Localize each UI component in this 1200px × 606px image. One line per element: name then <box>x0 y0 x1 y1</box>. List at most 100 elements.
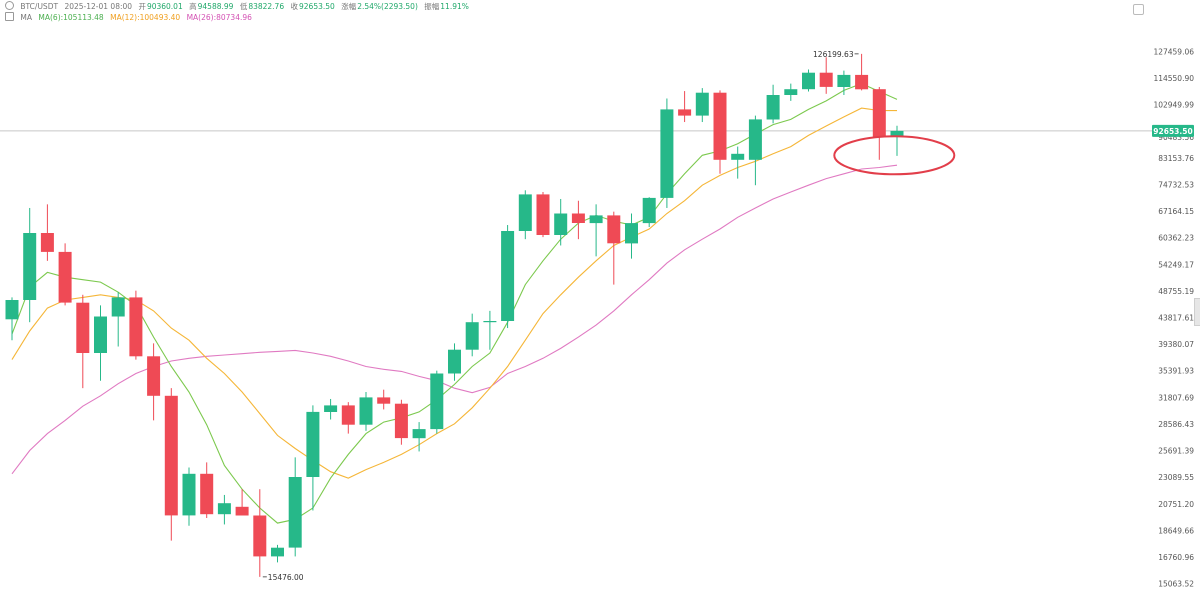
y-tick-label: 127459.06 <box>1153 47 1194 56</box>
ma26-path <box>11 164 898 475</box>
price-tag-layer: 92653.50 <box>1152 124 1194 137</box>
candle-body <box>412 429 426 439</box>
y-tick-label: 31807.69 <box>1158 393 1194 402</box>
candle <box>324 398 338 420</box>
candle <box>554 198 568 246</box>
candle <box>501 225 515 329</box>
ma-header: MA MA(6):105113.48 MA(12):100493.40 MA(2… <box>5 12 256 22</box>
candle <box>819 57 833 94</box>
annotations-layer: 126199.63 15476.00 <box>262 50 956 582</box>
candle-body <box>5 300 19 320</box>
candle <box>518 190 532 240</box>
candle-body <box>147 356 161 396</box>
candle-body <box>571 213 585 223</box>
scroll-handle[interactable] <box>1194 298 1200 326</box>
ohlc-header: BTC/USDT 2025-12-01 08:00 开90360.01 高945… <box>5 1 473 12</box>
low-value: 83822.76 <box>248 2 285 11</box>
candle <box>164 388 178 541</box>
y-tick-label: 43817.61 <box>1158 314 1194 323</box>
ma12-path <box>11 107 897 479</box>
candle <box>855 53 869 91</box>
y-tick-label: 18649.66 <box>1158 526 1194 535</box>
y-tick-label: 39380.07 <box>1158 340 1194 349</box>
candle-body <box>607 215 621 244</box>
candle-body <box>448 349 461 374</box>
candle-body <box>713 92 727 160</box>
candle-body <box>501 231 515 321</box>
candle-body <box>253 515 267 557</box>
amplitude-label: 振幅 <box>424 2 440 11</box>
candle-body <box>217 503 231 515</box>
candle <box>607 211 621 285</box>
candle <box>341 402 355 434</box>
candle <box>660 98 674 208</box>
candle <box>235 489 249 516</box>
candles-layer <box>5 53 904 577</box>
y-tick-label: 114550.90 <box>1153 74 1194 83</box>
candle <box>394 399 408 445</box>
candle-body <box>324 405 338 412</box>
candle-body <box>94 316 107 353</box>
current-price-label: 92653.50 <box>1153 127 1192 136</box>
datetime-label: 2025-12-01 08:00 <box>64 2 133 11</box>
indicator-icon[interactable] <box>5 12 14 21</box>
candle-body <box>819 72 833 87</box>
candle-body <box>200 473 214 515</box>
candle-body <box>536 194 550 235</box>
ma26-value: MA(26):80734.96 <box>186 13 252 22</box>
high-price-label: 126199.63 <box>813 50 854 59</box>
candle <box>872 86 886 160</box>
candle <box>837 70 851 95</box>
candle <box>94 305 107 381</box>
candle-body <box>731 153 745 160</box>
settings-icon[interactable] <box>5 1 14 10</box>
pair-label: BTC/USDT <box>20 2 59 11</box>
candle <box>200 462 214 518</box>
y-tick-label: 35391.93 <box>1158 367 1194 376</box>
candle <box>642 197 656 228</box>
candle <box>412 422 426 452</box>
high-label: 高 <box>189 2 197 11</box>
candle-body <box>359 397 373 425</box>
y-tick-label: 25691.39 <box>1158 447 1194 456</box>
candle <box>625 213 638 259</box>
candle-body <box>483 321 497 323</box>
ma26-line <box>11 164 898 475</box>
candle <box>5 297 19 341</box>
candle <box>748 115 762 186</box>
current-price-tag <box>1152 124 1194 137</box>
candle-body <box>518 194 532 231</box>
candle-body <box>554 213 568 235</box>
candle <box>448 343 461 381</box>
low-price-label: 15476.00 <box>268 573 304 582</box>
ma12-line <box>11 107 897 479</box>
candle-body <box>872 89 886 137</box>
candle-body <box>642 197 656 224</box>
candle <box>890 125 904 156</box>
candle <box>147 343 161 421</box>
candle <box>784 83 798 101</box>
candle <box>271 544 284 563</box>
candle <box>288 457 302 557</box>
y-tick-label: 48755.19 <box>1158 287 1194 296</box>
expand-icon[interactable] <box>1133 4 1144 15</box>
candle <box>76 294 90 389</box>
y-axis: 127459.06 114550.90 102949.99 90483.56 83153… <box>1153 47 1194 588</box>
y-tick-label: 83153.76 <box>1158 154 1194 163</box>
ma6-line <box>11 83 898 524</box>
open-value: 90360.01 <box>146 2 183 11</box>
amplitude-value: 11.91% <box>440 2 469 11</box>
candle <box>802 69 815 92</box>
candle-body <box>394 403 408 439</box>
candle-body <box>589 215 603 224</box>
open-label: 开 <box>138 2 146 11</box>
candle <box>430 370 444 434</box>
candle-body <box>182 473 196 516</box>
candle-body <box>625 223 638 244</box>
y-tick-label: 28586.43 <box>1158 420 1194 429</box>
candle-body <box>76 302 90 353</box>
candle-body <box>129 297 143 357</box>
candle-body <box>465 322 479 350</box>
ma-label: MA <box>20 13 32 22</box>
